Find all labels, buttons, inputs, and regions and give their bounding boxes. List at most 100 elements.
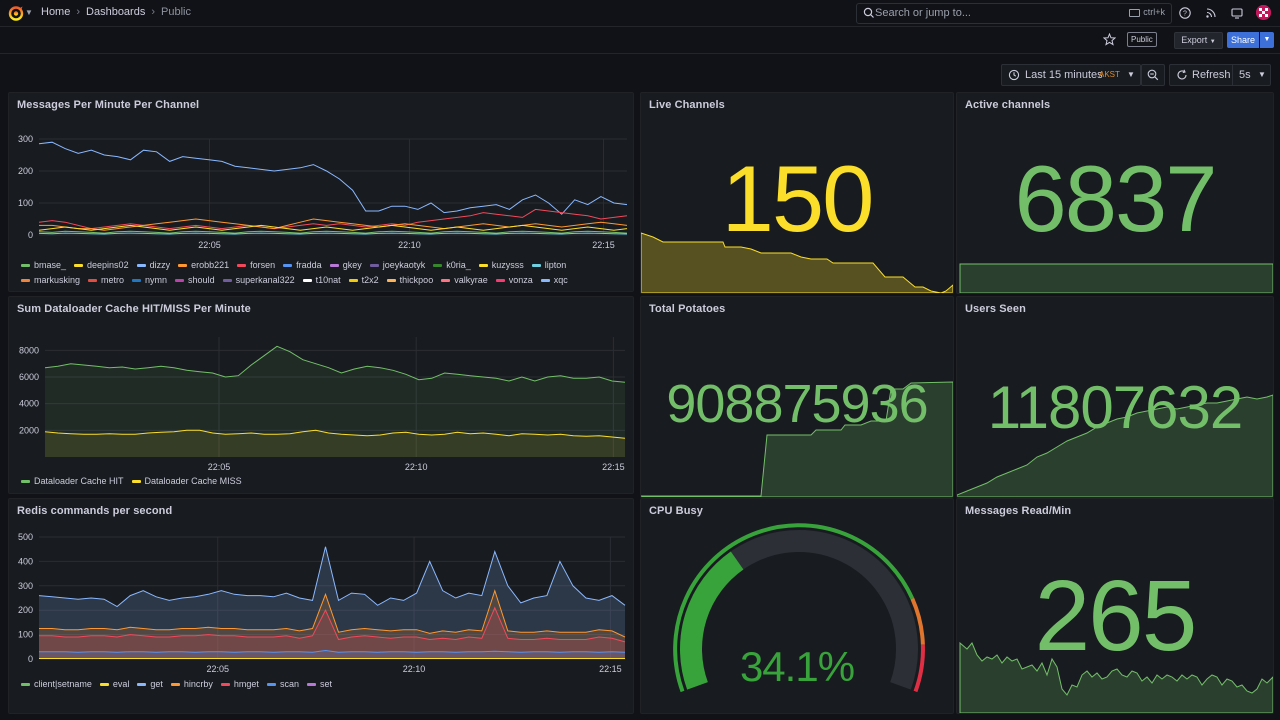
search-input[interactable]: Search or jump to... ctrl+k	[856, 3, 1172, 24]
y-tick-label: 0	[28, 230, 33, 240]
series-line-forsen	[38, 208, 628, 230]
star-favorite-icon[interactable]	[1103, 33, 1116, 46]
legend-label: gkey	[342, 260, 362, 270]
y-tick-label: 0	[28, 654, 33, 664]
series-area-Dataloader Cache HIT	[45, 346, 625, 457]
legend-item[interactable]: superkanal322	[222, 273, 295, 288]
legend-swatch	[306, 683, 316, 687]
panel-title[interactable]: Messages Read/Min	[965, 505, 1072, 517]
legend-item[interactable]: erobb221	[178, 258, 229, 273]
timeseries-chart[interactable]: 2000 4000 6000 8000 22:05 22:10 22:15	[9, 323, 633, 475]
legend-item[interactable]: t2x2	[348, 273, 379, 288]
legend-item[interactable]: xqc	[540, 273, 568, 288]
panel-title[interactable]: Live Channels	[649, 99, 725, 111]
breadcrumb-dashboards[interactable]: Dashboards	[86, 6, 146, 18]
legend-swatch	[441, 279, 451, 283]
legend-item[interactable]: deepins02	[74, 258, 129, 273]
top-navbar: ▼ Home › Dashboards › Public Search or jump …	[0, 0, 1280, 27]
refresh-picker[interactable]: Refresh 5s ▼	[1169, 64, 1271, 86]
chevron-down-icon[interactable]: ▼	[25, 8, 33, 17]
legend-item[interactable]: valkyrae	[441, 273, 488, 288]
legend-label: valkyrae	[454, 275, 488, 285]
legend-swatch	[433, 264, 443, 268]
legend-item[interactable]: hincrby	[170, 679, 213, 689]
share-button[interactable]: Share	[1227, 32, 1259, 48]
zoom-out-button[interactable]	[1141, 64, 1165, 86]
legend-item[interactable]: get	[137, 679, 163, 689]
legend-swatch	[74, 264, 84, 268]
x-tick-label: 22:10	[405, 462, 428, 472]
legend-item[interactable]: bmase_	[21, 258, 66, 273]
x-tick-label: 22:05	[208, 462, 231, 472]
sparkline	[641, 381, 953, 497]
timeseries-chart[interactable]: 0 100 200 300 22:05 22:10 22:15	[9, 119, 633, 279]
help-icon[interactable]: ?	[1178, 6, 1192, 20]
legend-item[interactable]: lipton	[531, 258, 566, 273]
y-tick-label: 4000	[19, 399, 39, 409]
export-button[interactable]: Export ▼	[1174, 32, 1223, 49]
legend-item[interactable]: joeykaotyk	[369, 258, 425, 273]
keyboard-icon	[1129, 8, 1141, 17]
legend-item[interactable]: scan	[266, 679, 299, 689]
grafana-logo-icon[interactable]	[8, 5, 24, 21]
legend-item[interactable]: t10nat	[302, 273, 341, 288]
stat-value: 11807632	[987, 374, 1244, 441]
legend-item[interactable]: markusking	[21, 273, 80, 288]
legend-item[interactable]: forsen	[237, 258, 275, 273]
breadcrumb-separator-icon: ›	[76, 6, 81, 18]
panel-dataloader-cache: Sum Dataloader Cache HIT/MISS Per Minute…	[8, 296, 634, 494]
chevron-down-icon: ▼	[1258, 70, 1266, 79]
panel-title[interactable]: CPU Busy	[649, 505, 703, 517]
legend-item[interactable]: vonza	[495, 273, 533, 288]
x-tick-label: 22:10	[403, 664, 426, 674]
refresh-interval-select[interactable]: 5s	[1239, 69, 1251, 81]
stat-value: 908875936	[666, 374, 928, 434]
rss-news-icon[interactable]	[1204, 6, 1218, 20]
public-tag: Public	[1127, 32, 1157, 47]
legend-item[interactable]: gkey	[329, 258, 362, 273]
panel-title[interactable]: Active channels	[965, 99, 1051, 111]
legend-item[interactable]: thickpoo	[386, 273, 433, 288]
legend-item[interactable]: hmget	[220, 679, 259, 689]
legend-item[interactable]: Dataloader Cache MISS	[131, 476, 242, 486]
svg-text:?: ?	[1183, 11, 1187, 18]
timeseries-chart[interactable]: 0 100 200 300 400 500 22:05 22:10 22:15	[9, 521, 633, 687]
legend-item[interactable]: set	[306, 679, 332, 689]
gauge-value-arc	[680, 551, 744, 690]
legend-item[interactable]: Dataloader Cache HIT	[21, 476, 124, 486]
panel-title[interactable]: Total Potatoes	[649, 303, 726, 315]
series-area-hmget	[39, 607, 625, 659]
keyboard-shortcut: ctrl+k	[1129, 7, 1165, 17]
legend-item[interactable]: kuzysss	[478, 258, 524, 273]
kiosk-mode-icon[interactable]	[1230, 6, 1244, 20]
legend-swatch	[132, 279, 142, 283]
panel-title[interactable]: Messages Per Minute Per Channel	[17, 99, 200, 111]
y-tick-label: 2000	[19, 425, 39, 435]
share-dropdown-button[interactable]: ▼	[1260, 32, 1274, 48]
y-tick-label: 400	[18, 556, 33, 566]
legend-item[interactable]: fradda	[283, 258, 322, 273]
user-avatar[interactable]	[1256, 5, 1271, 20]
series-line-Dataloader Cache HIT	[44, 345, 626, 383]
legend-swatch	[99, 683, 109, 687]
panel-total-potatoes: Total Potatoes 908875936	[640, 296, 954, 498]
legend-item[interactable]: nymn	[132, 273, 167, 288]
legend-label: k0ria_	[446, 260, 471, 270]
refresh-icon	[1177, 69, 1187, 80]
legend-label: client|setname	[34, 679, 92, 689]
timezone-label: AKST	[1099, 70, 1120, 79]
time-range-picker[interactable]: Last 15 minutes AKST ▼	[1001, 64, 1141, 86]
legend-item[interactable]: eval	[99, 679, 129, 689]
stat-value: 6837	[1014, 146, 1217, 251]
panel-title[interactable]: Users Seen	[965, 303, 1026, 315]
legend-item[interactable]: k0ria_	[433, 258, 471, 273]
avatar-pattern-icon	[1256, 5, 1271, 20]
panel-title[interactable]: Redis commands per second	[17, 505, 173, 517]
legend-label: forsen	[250, 260, 276, 270]
legend-item[interactable]: should	[175, 273, 215, 288]
legend-item[interactable]: metro	[88, 273, 124, 288]
legend-item[interactable]: dizzy	[136, 258, 170, 273]
panel-title[interactable]: Sum Dataloader Cache HIT/MISS Per Minute	[17, 303, 251, 315]
legend-item[interactable]: client|setname	[21, 679, 92, 689]
breadcrumb-home[interactable]: Home	[41, 6, 71, 18]
